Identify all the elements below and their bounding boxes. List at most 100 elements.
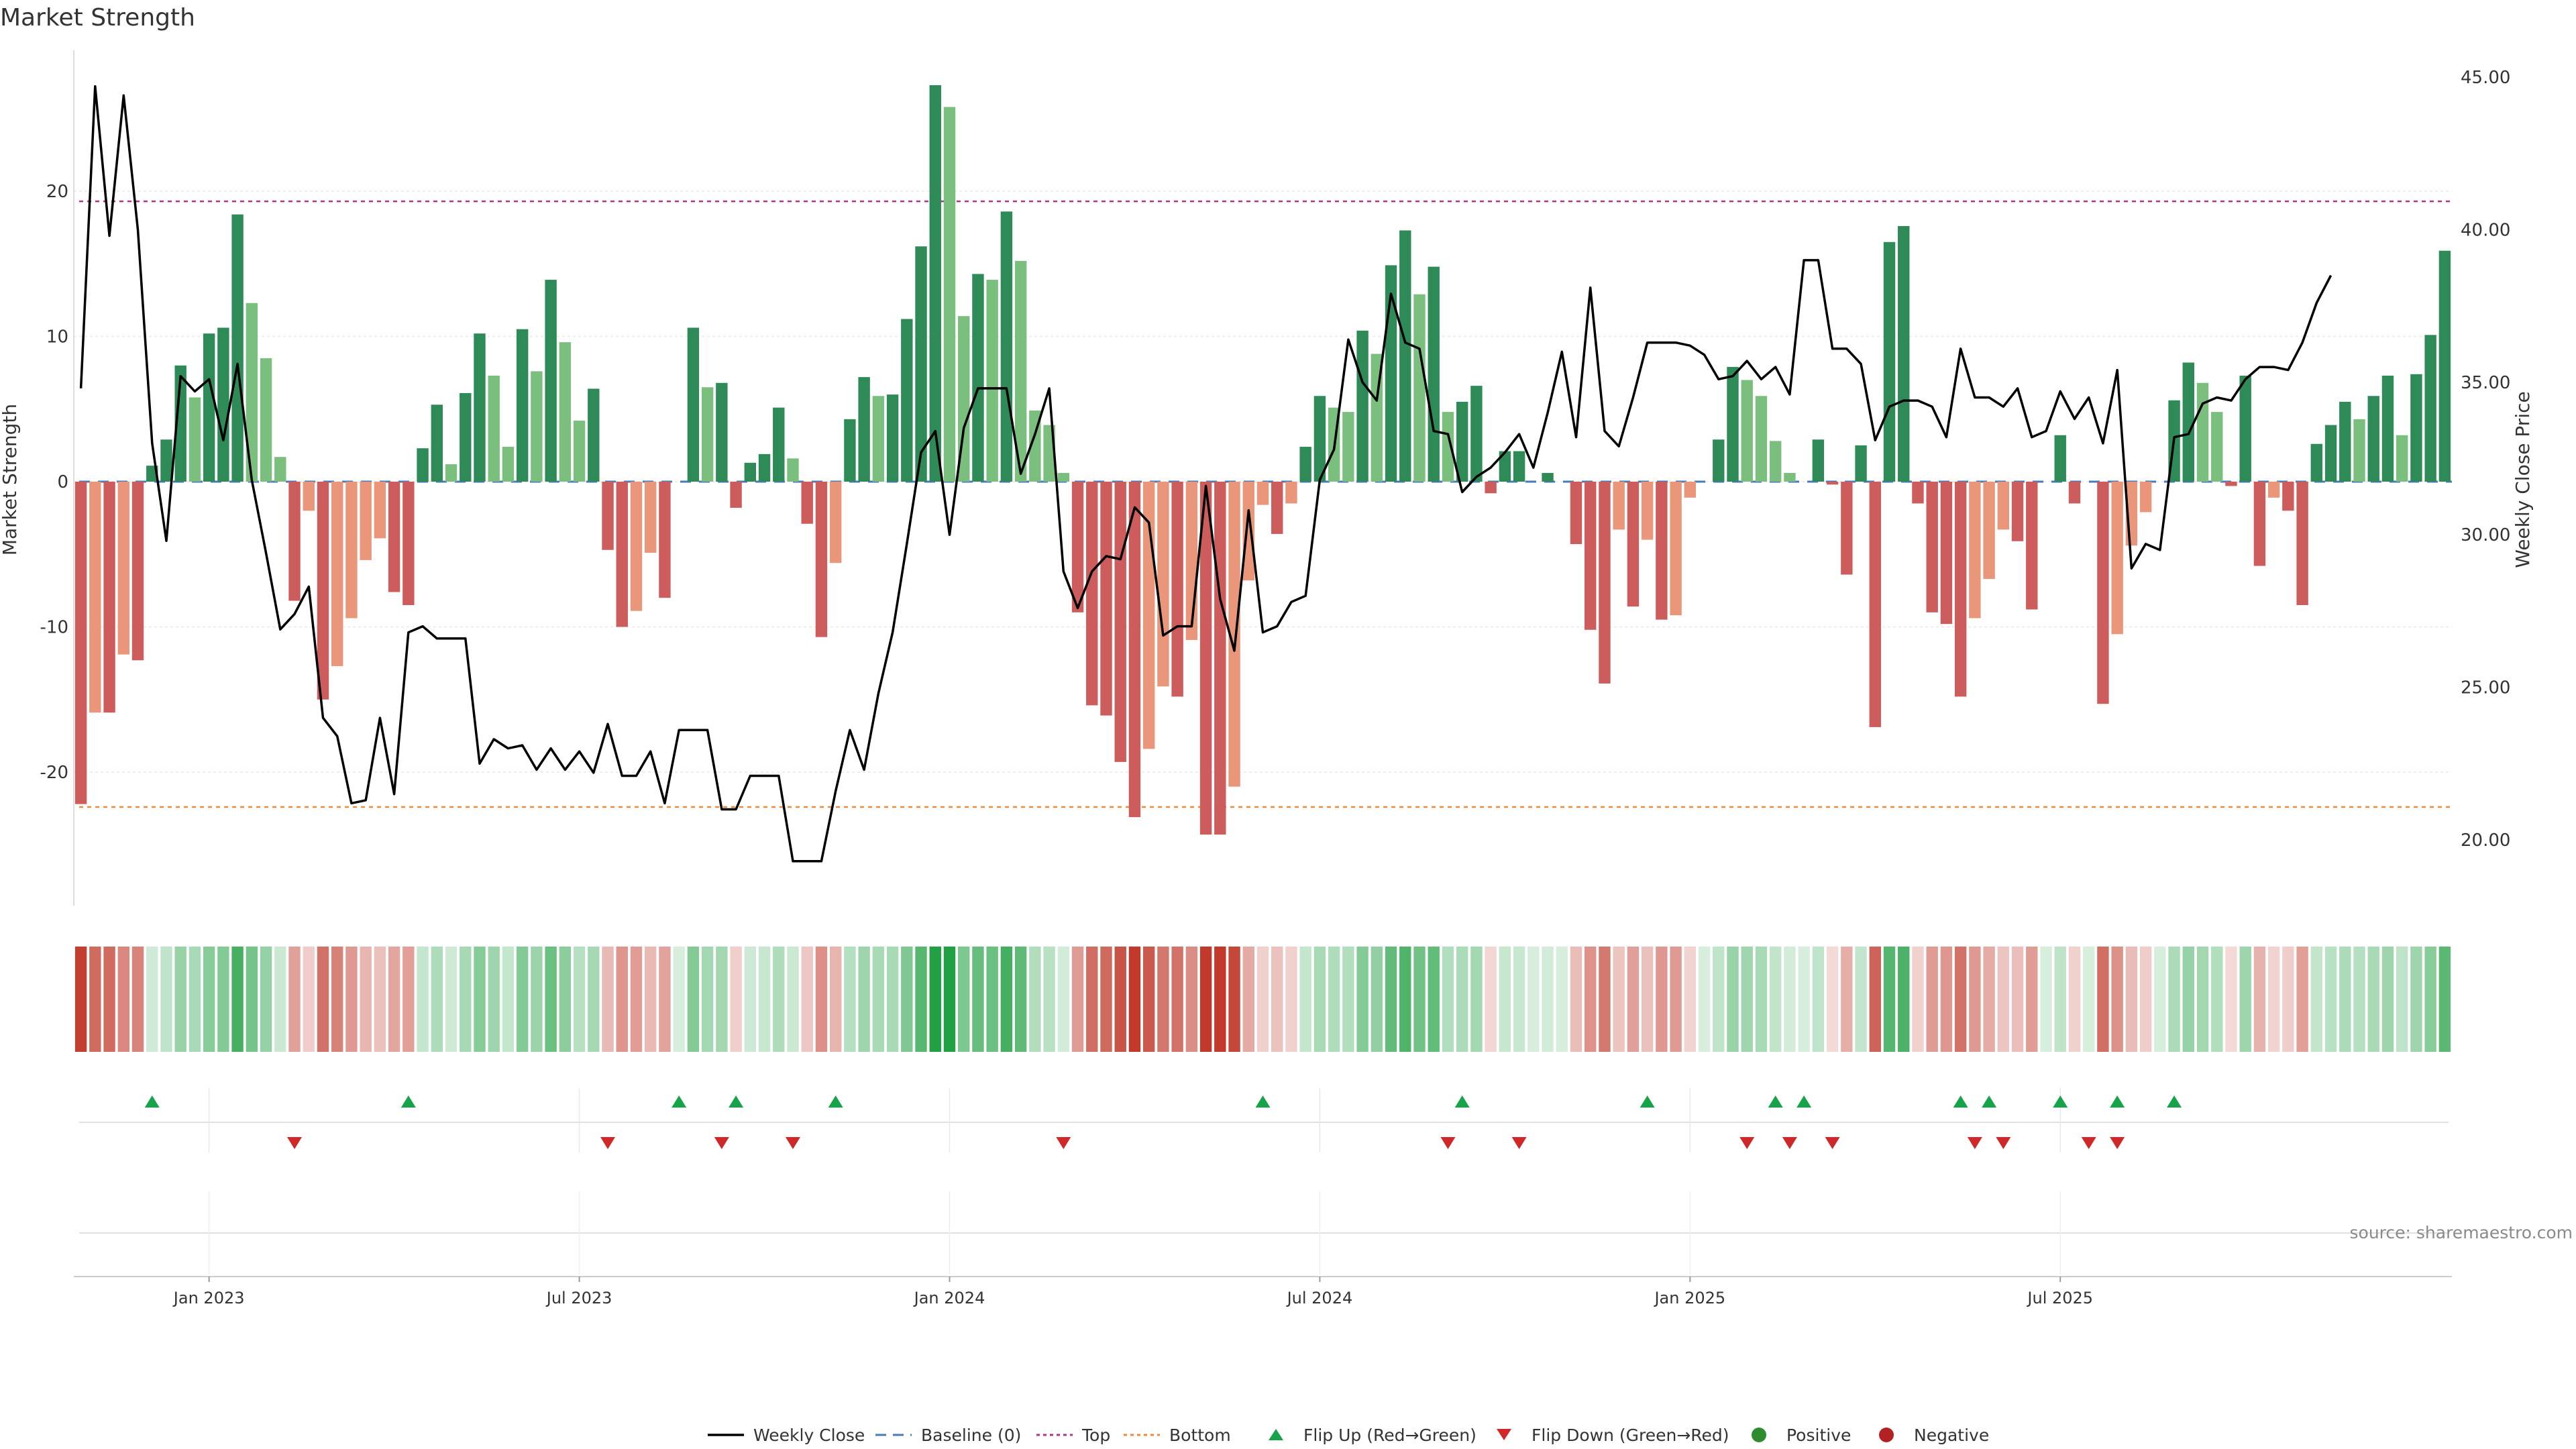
flip-up-marker [400,1095,416,1108]
flip-down-marker [1511,1137,1527,1149]
heat-cell [516,947,529,1052]
flip-down-marker [2081,1137,2096,1149]
heat-cell [260,947,272,1052]
heat-cell [687,947,700,1052]
heat-cell [303,947,315,1052]
heat-cell [2054,947,2066,1052]
flip-down-marker [2110,1137,2125,1149]
strength-bar [1499,451,1511,482]
strength-bar [2438,250,2451,482]
weekly-close-series [79,85,2332,863]
heat-cell [1086,947,1098,1052]
strength-bar [730,482,742,508]
chart-title: Market Strength [0,4,195,32]
heat-cell [801,947,813,1052]
strength-bar [2267,482,2280,498]
legend-item: Baseline (0) [875,1426,1021,1445]
legend-item: Negative [1879,1426,1989,1445]
heat-cell [445,947,458,1052]
heat-cell [1570,947,1582,1052]
heat-cell [1627,947,1640,1052]
weekly-close-line [79,85,2332,863]
heat-cell [2410,947,2422,1052]
heat-cell [1171,947,1183,1052]
strength-bar [2324,425,2337,482]
heat-cell [217,947,229,1052]
heat-cell [1342,947,1354,1052]
heat-cell [374,947,386,1052]
strength-bar [1983,482,1995,580]
strength-bar [659,482,671,598]
strength-bar [872,396,885,482]
heat-cell [602,947,614,1052]
flip-up-marker [1796,1095,1812,1108]
strength-bar [1727,366,1739,482]
strength-bar [559,342,572,482]
strength-bar [303,482,315,511]
strength-bar [1570,482,1582,545]
heat-cell [1912,947,1924,1052]
flip-up-marker [1640,1095,1655,1108]
heat-cell [203,947,215,1052]
heat-cell [986,947,998,1052]
heat-cell [1940,947,1953,1052]
strength-bar [701,387,714,482]
strength-bar [2139,482,2152,513]
heat-cell [1656,947,1668,1052]
flip-down-marker [1056,1137,1071,1149]
heat-cell [1313,947,1326,1052]
strength-bar [1214,482,1226,835]
strength-bar [630,482,643,611]
left-tick-label: -10 [40,618,68,638]
strength-bar [588,388,600,482]
heat-cell [189,947,201,1052]
heat-cell [2182,947,2194,1052]
strength-bar [986,280,998,482]
heat-cell [1599,947,1611,1052]
heat-cell [588,947,600,1052]
flip-down-marker [1440,1137,1456,1149]
heat-cell [388,947,400,1052]
strength-bar [1599,482,1611,684]
source-note: source: sharemaestro.com [2350,1223,2573,1242]
strength-bar [2068,482,2081,504]
heat-cell [1784,947,1796,1052]
x-tick-label: Jul 2023 [545,1289,612,1307]
heat-cell [345,947,358,1052]
strength-bar [1684,482,1697,498]
heat-cell [1413,947,1426,1052]
flip-down-marker [714,1137,729,1149]
empty-panel [79,1191,2449,1275]
heat-cell [758,947,771,1052]
heat-cell [1442,947,1454,1052]
heat-cell [1556,947,1568,1052]
heat-cell [2296,947,2308,1052]
heat-cell [815,947,828,1052]
x-axis: Jan 2023 Jul 2023 Jan 2024 Jul 2024 Jan 2025… [74,1276,2452,1307]
strength-bar [545,280,557,482]
left-tick-label: 10 [46,327,68,347]
heat-cell [531,947,543,1052]
strength-bar [1883,241,1896,482]
right-tick-label: 40.00 [2461,220,2510,240]
flip-down-marker [287,1137,303,1149]
heat-cell [1128,947,1141,1052]
heat-cell [1228,947,1240,1052]
strength-bar [1285,482,1297,504]
heat-cell [1256,947,1269,1052]
strength-bar [1428,266,1440,482]
heat-cell [1769,947,1782,1052]
heat-cell [2239,947,2251,1052]
strength-bar [2211,412,2223,482]
heat-cell [89,947,101,1052]
strength-bar [1784,473,1796,482]
strength-bar [445,464,458,482]
heat-cell [417,947,429,1052]
heat-cell [787,947,799,1052]
strength-bar [1954,482,1967,697]
heat-cell [1385,947,1397,1052]
legend: Weekly Close Baseline (0) Top Bottom Flip Up… [708,1426,1989,1445]
heat-cell [1029,947,1041,1052]
heat-cell [573,947,586,1052]
heat-cell [1585,947,1597,1052]
